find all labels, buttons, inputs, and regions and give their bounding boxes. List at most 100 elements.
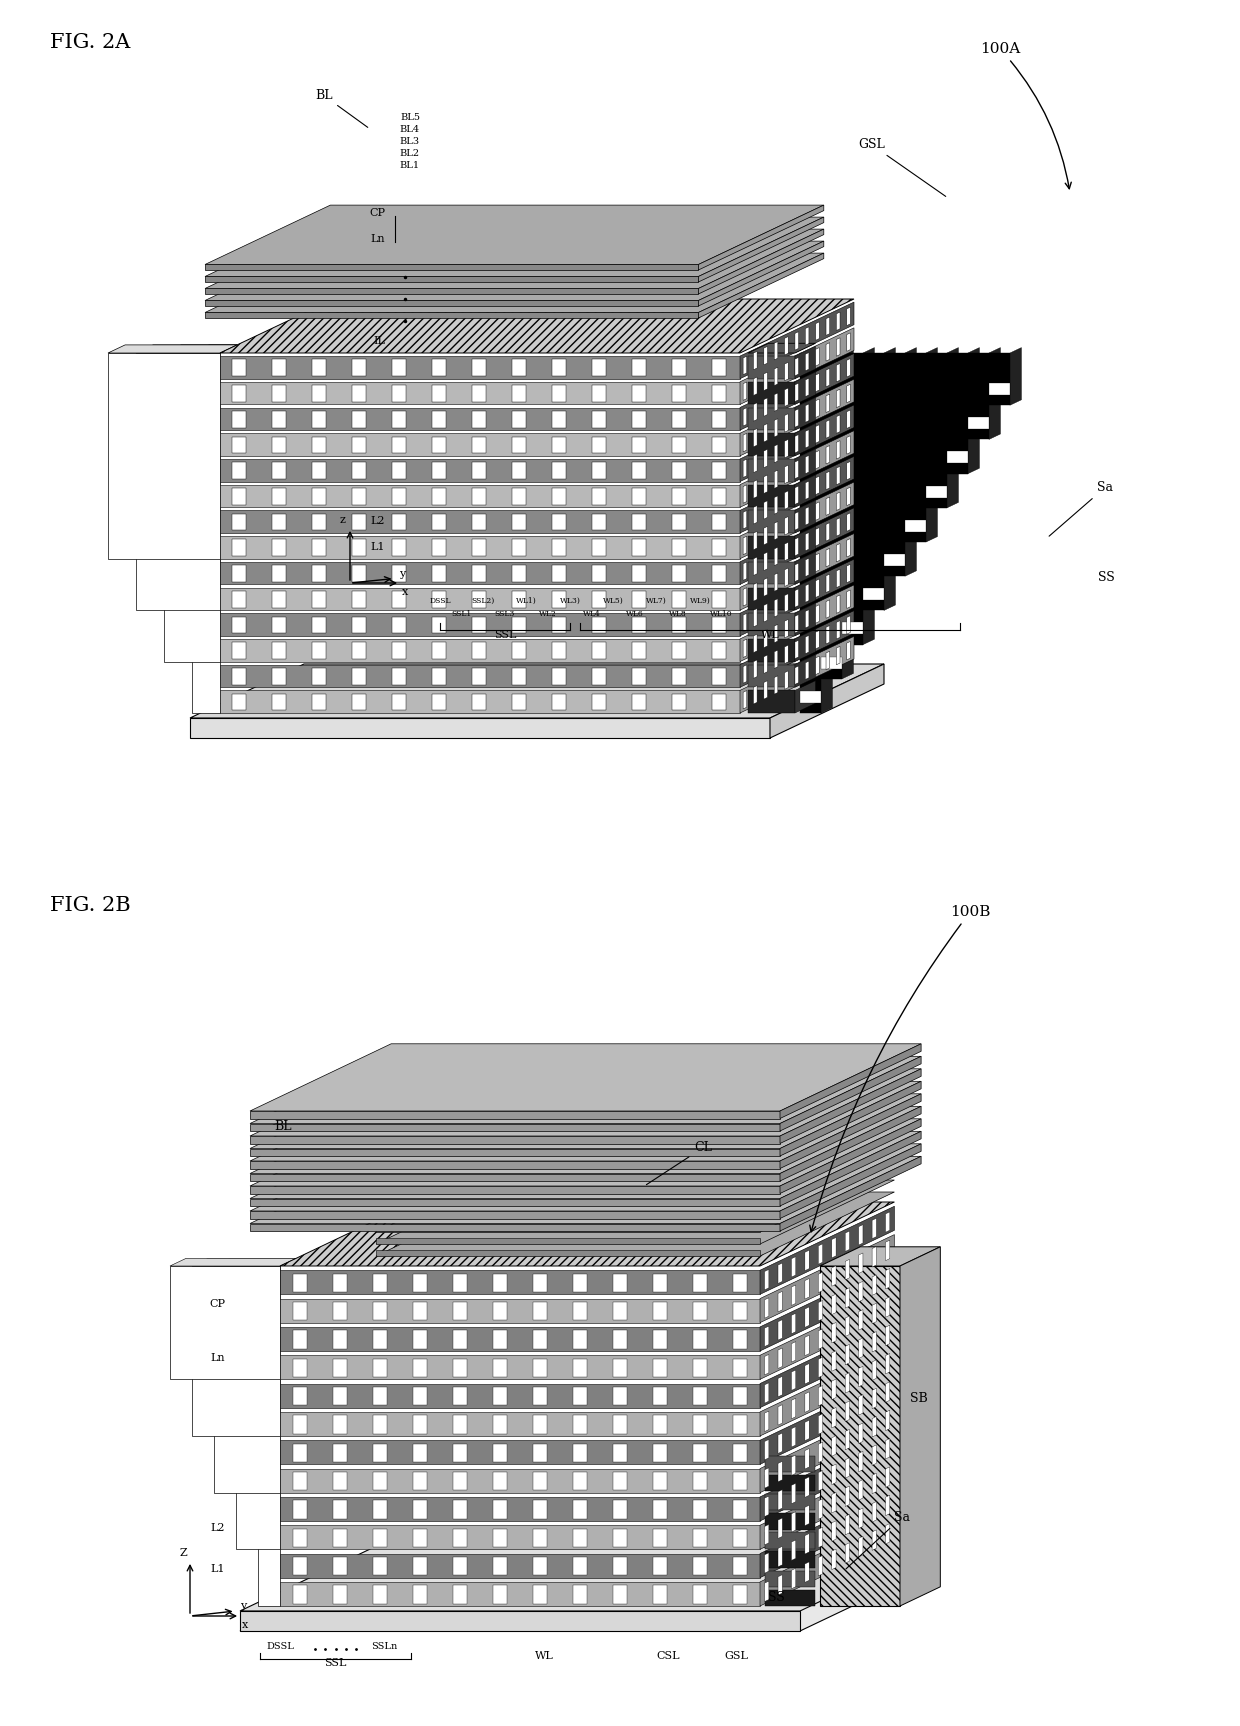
Polygon shape — [832, 1407, 836, 1427]
Polygon shape — [293, 1584, 306, 1603]
Polygon shape — [743, 690, 746, 709]
Polygon shape — [672, 411, 686, 428]
Polygon shape — [795, 563, 799, 582]
Polygon shape — [632, 488, 646, 504]
Polygon shape — [754, 428, 758, 447]
Polygon shape — [885, 1212, 890, 1232]
Polygon shape — [805, 1448, 810, 1469]
Polygon shape — [847, 487, 851, 506]
Polygon shape — [293, 1415, 306, 1434]
Polygon shape — [765, 1467, 769, 1488]
Polygon shape — [512, 590, 526, 608]
Polygon shape — [413, 1500, 427, 1519]
Polygon shape — [219, 537, 740, 559]
Polygon shape — [826, 575, 830, 592]
Polygon shape — [765, 1326, 769, 1346]
Polygon shape — [774, 495, 777, 514]
Polygon shape — [272, 616, 286, 633]
Polygon shape — [108, 345, 237, 354]
Polygon shape — [791, 1341, 796, 1362]
Polygon shape — [215, 1265, 280, 1493]
Polygon shape — [205, 312, 698, 318]
Polygon shape — [693, 1301, 707, 1320]
Polygon shape — [816, 578, 820, 597]
Polygon shape — [205, 276, 698, 281]
Polygon shape — [170, 1265, 280, 1379]
Polygon shape — [373, 1584, 387, 1603]
Polygon shape — [312, 616, 326, 633]
Polygon shape — [432, 564, 446, 582]
Polygon shape — [652, 1331, 667, 1348]
Polygon shape — [791, 1427, 796, 1446]
Polygon shape — [748, 343, 816, 354]
Polygon shape — [241, 1610, 800, 1631]
Polygon shape — [552, 437, 565, 454]
Polygon shape — [698, 205, 823, 269]
Polygon shape — [795, 331, 799, 350]
Polygon shape — [591, 463, 606, 480]
Text: BL1: BL1 — [399, 161, 420, 169]
Polygon shape — [777, 1348, 782, 1369]
Polygon shape — [816, 425, 820, 444]
Polygon shape — [765, 1476, 815, 1491]
Polygon shape — [805, 635, 808, 654]
Polygon shape — [832, 1464, 836, 1484]
Polygon shape — [990, 354, 1011, 406]
Polygon shape — [818, 1528, 822, 1548]
Polygon shape — [712, 694, 725, 711]
Polygon shape — [280, 1439, 760, 1464]
Polygon shape — [512, 411, 526, 428]
Polygon shape — [219, 459, 740, 482]
Polygon shape — [795, 654, 816, 687]
Polygon shape — [791, 1540, 796, 1560]
Polygon shape — [805, 1420, 810, 1441]
Polygon shape — [293, 1388, 306, 1405]
Polygon shape — [392, 385, 405, 402]
Polygon shape — [740, 380, 854, 456]
Polygon shape — [842, 623, 863, 635]
Polygon shape — [280, 1327, 760, 1351]
Polygon shape — [842, 347, 853, 678]
Polygon shape — [552, 488, 565, 504]
Polygon shape — [764, 475, 768, 494]
Text: WL3): WL3) — [559, 597, 580, 606]
Polygon shape — [818, 1357, 822, 1377]
Polygon shape — [312, 488, 326, 504]
Polygon shape — [672, 437, 686, 454]
Polygon shape — [472, 514, 486, 530]
Polygon shape — [764, 578, 768, 595]
Polygon shape — [816, 502, 820, 520]
Polygon shape — [795, 666, 799, 685]
Polygon shape — [760, 1517, 894, 1605]
Polygon shape — [712, 668, 725, 685]
Polygon shape — [672, 642, 686, 659]
Text: BL2: BL2 — [399, 148, 420, 157]
Polygon shape — [905, 354, 926, 542]
Polygon shape — [777, 1376, 782, 1396]
Polygon shape — [373, 1331, 387, 1348]
Polygon shape — [858, 1253, 863, 1274]
Polygon shape — [785, 388, 789, 406]
Text: GSL: GSL — [858, 138, 946, 197]
Polygon shape — [332, 1443, 347, 1462]
Polygon shape — [795, 461, 799, 478]
Polygon shape — [250, 1224, 780, 1231]
Polygon shape — [632, 514, 646, 530]
Polygon shape — [472, 564, 486, 582]
Polygon shape — [533, 1472, 547, 1490]
Polygon shape — [373, 1500, 387, 1519]
Polygon shape — [413, 1472, 427, 1490]
Polygon shape — [760, 1206, 894, 1294]
Polygon shape — [748, 690, 795, 713]
Polygon shape — [765, 1590, 815, 1605]
Text: x: x — [402, 587, 408, 597]
Polygon shape — [858, 1225, 863, 1244]
Polygon shape — [272, 590, 286, 608]
Polygon shape — [805, 352, 808, 371]
Polygon shape — [512, 488, 526, 504]
Polygon shape — [250, 1136, 780, 1144]
Polygon shape — [765, 1524, 769, 1545]
Polygon shape — [795, 680, 816, 713]
Polygon shape — [837, 312, 839, 330]
Polygon shape — [743, 587, 746, 606]
